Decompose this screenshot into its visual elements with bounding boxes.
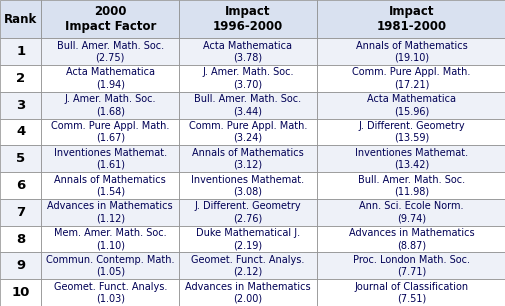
Text: J. Amer. Math. Soc.
(3.70): J. Amer. Math. Soc. (3.70) — [202, 67, 293, 89]
Text: Rank: Rank — [4, 13, 37, 26]
Bar — [316, 0, 505, 38]
Text: J. Different. Geometry
(2.76): J. Different. Geometry (2.76) — [194, 201, 300, 223]
Text: Inventiones Mathemat.
(13.42): Inventiones Mathemat. (13.42) — [354, 148, 467, 170]
Bar — [41, 172, 179, 199]
Text: J. Different. Geometry
(13.59): J. Different. Geometry (13.59) — [358, 121, 464, 143]
Bar — [179, 199, 316, 226]
Text: Impact
1981-2000: Impact 1981-2000 — [376, 5, 445, 33]
Text: 3: 3 — [16, 99, 25, 112]
Text: Advances in Mathematics
(8.87): Advances in Mathematics (8.87) — [348, 228, 473, 250]
Text: 4: 4 — [16, 125, 25, 138]
Bar — [0, 226, 41, 252]
Bar — [179, 65, 316, 92]
Bar — [316, 118, 505, 145]
Bar — [41, 145, 179, 172]
Text: Journal of Classification
(7.51): Journal of Classification (7.51) — [354, 282, 468, 304]
Text: Ann. Sci. Ecole Norm.
(9.74): Ann. Sci. Ecole Norm. (9.74) — [359, 201, 463, 223]
Text: Commun. Contemp. Math.
(1.05): Commun. Contemp. Math. (1.05) — [46, 255, 174, 277]
Bar — [0, 118, 41, 145]
Bar — [41, 199, 179, 226]
Bar — [41, 65, 179, 92]
Bar — [0, 92, 41, 118]
Bar — [179, 118, 316, 145]
Bar — [41, 226, 179, 252]
Bar — [316, 38, 505, 65]
Bar — [41, 279, 179, 306]
Text: Comm. Pure Appl. Math.
(3.24): Comm. Pure Appl. Math. (3.24) — [188, 121, 307, 143]
Text: Inventiones Mathemat.
(3.08): Inventiones Mathemat. (3.08) — [191, 174, 304, 196]
Text: Acta Mathematica
(1.94): Acta Mathematica (1.94) — [66, 67, 155, 89]
Bar — [179, 92, 316, 118]
Bar — [0, 279, 41, 306]
Text: Inventiones Mathemat.
(1.61): Inventiones Mathemat. (1.61) — [54, 148, 167, 170]
Text: Bull. Amer. Math. Soc.
(3.44): Bull. Amer. Math. Soc. (3.44) — [194, 94, 301, 116]
Bar — [316, 145, 505, 172]
Bar — [179, 38, 316, 65]
Text: 10: 10 — [12, 286, 30, 299]
Text: Annals of Mathematics
(3.12): Annals of Mathematics (3.12) — [192, 148, 303, 170]
Text: Comm. Pure Appl. Math.
(17.21): Comm. Pure Appl. Math. (17.21) — [351, 67, 470, 89]
Bar — [316, 279, 505, 306]
Bar — [179, 279, 316, 306]
Text: 6: 6 — [16, 179, 25, 192]
Bar — [0, 172, 41, 199]
Text: Impact
1996-2000: Impact 1996-2000 — [213, 5, 282, 33]
Bar — [41, 92, 179, 118]
Text: 8: 8 — [16, 233, 25, 245]
Bar — [316, 172, 505, 199]
Text: Proc. London Math. Soc.
(7.71): Proc. London Math. Soc. (7.71) — [352, 255, 469, 277]
Text: Annals of Mathematics
(1.54): Annals of Mathematics (1.54) — [55, 174, 166, 196]
Bar — [41, 0, 179, 38]
Text: 2000
Impact Factor: 2000 Impact Factor — [65, 5, 156, 33]
Bar — [0, 199, 41, 226]
Text: Geomet. Funct. Analys.
(2.12): Geomet. Funct. Analys. (2.12) — [191, 255, 304, 277]
Bar — [0, 65, 41, 92]
Bar — [41, 38, 179, 65]
Bar — [0, 0, 41, 38]
Bar — [0, 252, 41, 279]
Bar — [316, 199, 505, 226]
Text: Bull. Amer. Math. Soc.
(2.75): Bull. Amer. Math. Soc. (2.75) — [57, 41, 164, 63]
Text: Advances in Mathematics
(2.00): Advances in Mathematics (2.00) — [185, 282, 310, 304]
Text: 2: 2 — [16, 72, 25, 85]
Bar — [316, 65, 505, 92]
Bar — [0, 145, 41, 172]
Text: Annals of Mathematics
(19.10): Annals of Mathematics (19.10) — [355, 41, 466, 63]
Bar — [179, 252, 316, 279]
Text: 1: 1 — [16, 45, 25, 58]
Text: Geomet. Funct. Analys.
(1.03): Geomet. Funct. Analys. (1.03) — [54, 282, 167, 304]
Bar — [316, 92, 505, 118]
Text: Mem. Amer. Math. Soc.
(1.10): Mem. Amer. Math. Soc. (1.10) — [54, 228, 166, 250]
Text: Acta Mathematica
(15.96): Acta Mathematica (15.96) — [366, 94, 455, 116]
Text: Advances in Mathematics
(1.12): Advances in Mathematics (1.12) — [47, 201, 173, 223]
Text: Acta Mathematica
(3.78): Acta Mathematica (3.78) — [203, 41, 292, 63]
Text: 7: 7 — [16, 206, 25, 219]
Text: J. Amer. Math. Soc.
(1.68): J. Amer. Math. Soc. (1.68) — [65, 94, 156, 116]
Bar — [41, 118, 179, 145]
Bar — [0, 38, 41, 65]
Bar — [316, 252, 505, 279]
Bar — [179, 226, 316, 252]
Bar — [41, 252, 179, 279]
Bar — [179, 0, 316, 38]
Text: 9: 9 — [16, 259, 25, 272]
Text: 5: 5 — [16, 152, 25, 165]
Bar — [316, 226, 505, 252]
Bar — [179, 145, 316, 172]
Text: Comm. Pure Appl. Math.
(1.67): Comm. Pure Appl. Math. (1.67) — [51, 121, 169, 143]
Text: Bull. Amer. Math. Soc.
(11.98): Bull. Amer. Math. Soc. (11.98) — [357, 174, 464, 196]
Text: Duke Mathematical J.
(2.19): Duke Mathematical J. (2.19) — [195, 228, 299, 250]
Bar — [179, 172, 316, 199]
